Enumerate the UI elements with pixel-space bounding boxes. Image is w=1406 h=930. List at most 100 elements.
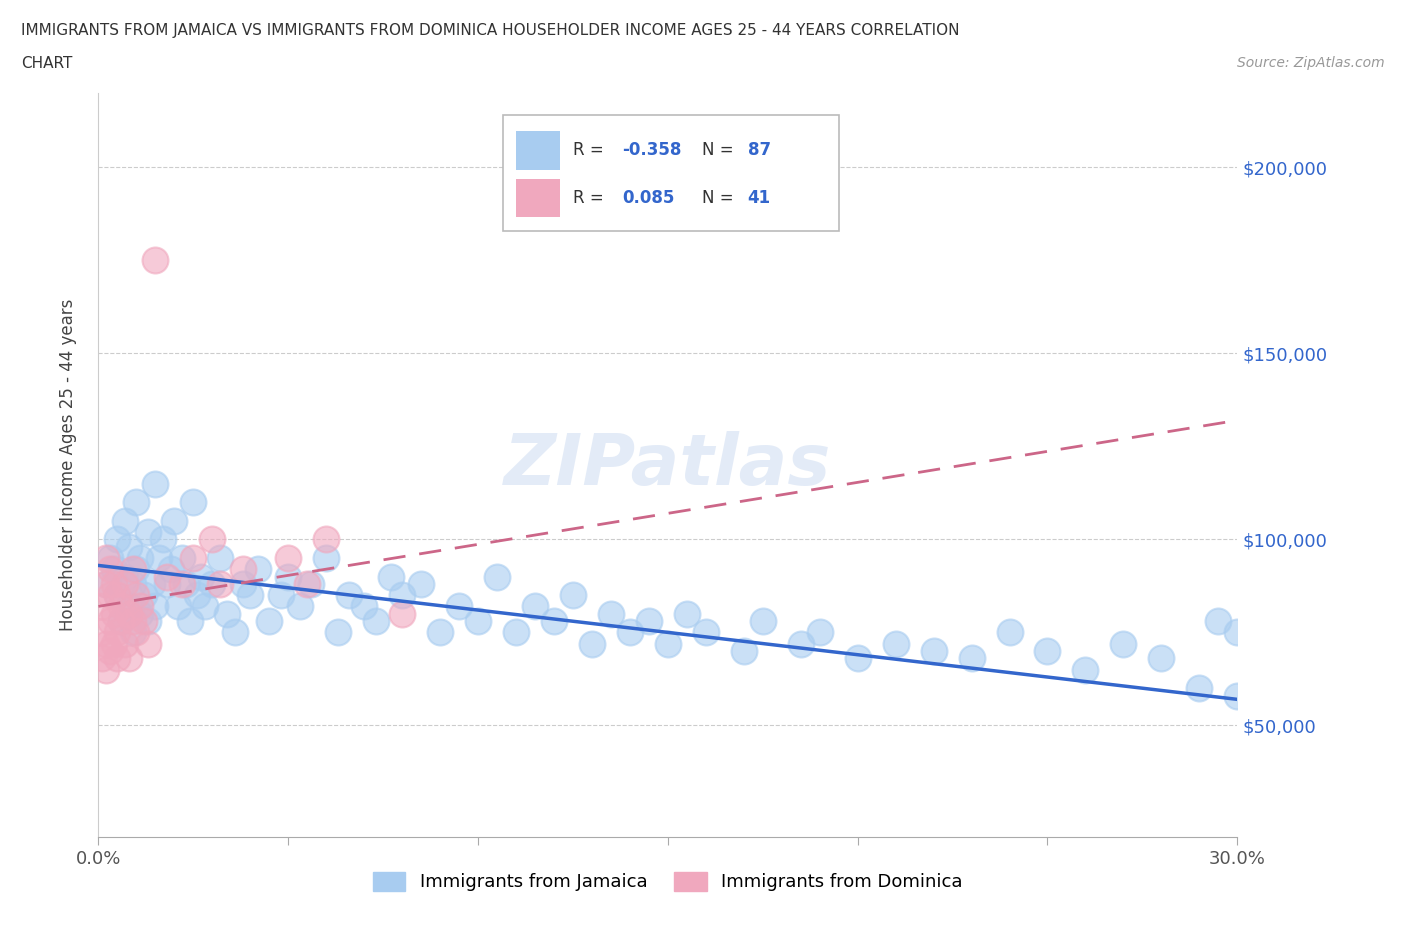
Point (141, 577, 163, 591)
Point (183, 551, 205, 565)
Point (156, 577, 179, 591)
Point (391, 606, 413, 621)
Point (125, 625, 148, 640)
Point (232, 577, 254, 591)
FancyBboxPatch shape (503, 115, 839, 231)
Text: ZIPatlas: ZIPatlas (505, 431, 831, 499)
Point (103, 606, 125, 621)
Point (657, 636, 679, 651)
Point (299, 577, 322, 591)
Point (326, 625, 349, 640)
Point (239, 588, 262, 603)
Point (353, 599, 375, 614)
Point (107, 532, 129, 547)
Point (159, 562, 181, 577)
Point (486, 569, 509, 584)
Legend: Immigrants from Jamaica, Immigrants from Dominica: Immigrants from Jamaica, Immigrants from… (366, 865, 970, 898)
Point (107, 625, 129, 640)
Point (467, 614, 489, 629)
Point (1150, 651, 1173, 666)
Point (91, 651, 114, 666)
Point (103, 636, 125, 651)
Point (94, 636, 117, 651)
Point (562, 588, 585, 603)
Y-axis label: Householder Income Ages 25 - 44 years: Householder Income Ages 25 - 44 years (59, 299, 77, 631)
Point (884, 636, 907, 651)
Text: CHART: CHART (21, 56, 73, 71)
Point (429, 625, 451, 640)
Point (315, 551, 337, 565)
Point (94, 577, 117, 591)
Point (107, 588, 129, 603)
Point (1226, 688, 1249, 703)
Point (94, 662, 117, 677)
Point (94, 577, 117, 591)
Point (337, 588, 360, 603)
Point (846, 651, 869, 666)
Point (1208, 614, 1230, 629)
Point (114, 577, 136, 591)
Point (1112, 636, 1135, 651)
Point (179, 614, 201, 629)
Text: -0.358: -0.358 (623, 141, 682, 159)
Point (145, 599, 167, 614)
Point (922, 644, 945, 658)
Point (167, 599, 190, 614)
Point (201, 577, 224, 591)
Point (136, 525, 159, 539)
Point (107, 588, 129, 603)
Point (315, 532, 337, 547)
Point (186, 588, 208, 603)
Point (638, 614, 661, 629)
Point (183, 495, 205, 510)
Point (391, 588, 413, 603)
Point (156, 569, 179, 584)
Point (132, 614, 155, 629)
Text: 0.085: 0.085 (623, 189, 675, 206)
Point (98, 551, 121, 565)
Point (190, 569, 212, 584)
Text: 87: 87 (748, 141, 770, 159)
Point (163, 513, 186, 528)
Point (676, 606, 699, 621)
Point (118, 606, 141, 621)
Point (790, 636, 813, 651)
Bar (516, 131, 560, 169)
Point (277, 569, 299, 584)
Point (201, 532, 224, 547)
Point (121, 562, 143, 577)
Point (1188, 681, 1211, 696)
Point (136, 614, 159, 629)
Point (129, 599, 152, 614)
Point (259, 614, 281, 629)
Point (148, 551, 170, 565)
Point (145, 253, 167, 268)
Point (125, 495, 148, 510)
Point (505, 625, 527, 640)
Point (232, 562, 254, 577)
Point (543, 614, 565, 629)
Point (132, 588, 155, 603)
Point (110, 599, 132, 614)
Point (98, 562, 121, 577)
Text: R =: R = (574, 189, 605, 206)
Point (695, 625, 717, 640)
Point (121, 577, 143, 591)
Text: Source: ZipAtlas.com: Source: ZipAtlas.com (1237, 56, 1385, 70)
Point (114, 569, 136, 584)
Point (364, 614, 387, 629)
Point (380, 569, 402, 584)
Point (145, 476, 167, 491)
Point (152, 532, 174, 547)
Point (129, 551, 152, 565)
Point (1226, 625, 1249, 640)
Point (960, 651, 983, 666)
Point (270, 588, 292, 603)
Point (277, 551, 299, 565)
Point (118, 599, 141, 614)
Point (107, 651, 129, 666)
Point (136, 636, 159, 651)
Point (224, 625, 246, 640)
Point (121, 614, 143, 629)
Point (170, 577, 193, 591)
